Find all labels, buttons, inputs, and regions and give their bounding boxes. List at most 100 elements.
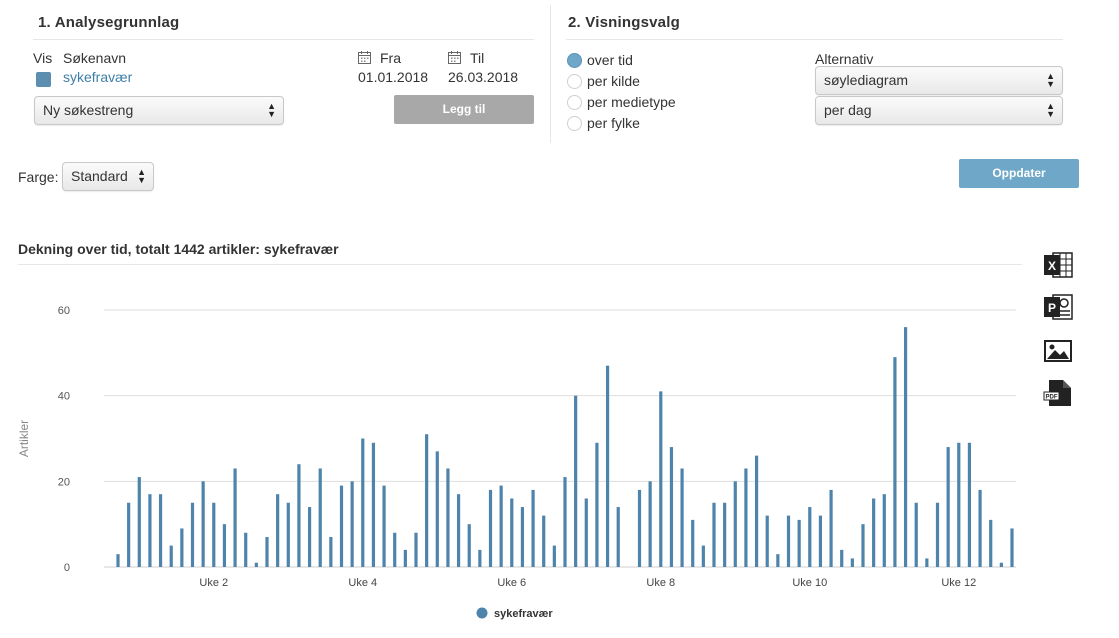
bar [425,434,429,567]
bar [903,327,908,567]
x-tick-label: Uke 4 [348,577,377,589]
radio-indicator[interactable] [567,115,582,131]
color-select[interactable]: Standard ▲ ▼ [62,162,154,191]
vis-column-label: Vis [33,50,53,66]
section1-divider [33,39,534,40]
bar [754,455,759,567]
x-tick-label: Uke 6 [497,577,526,589]
bar [531,489,535,567]
radio-per-medietype[interactable]: per medietype [567,93,676,111]
y-tick-label: 20 [58,476,70,488]
svg-text:P: P [1048,301,1056,315]
bar [382,485,386,567]
radio-per-kilde[interactable]: per kilde [567,72,640,90]
select-arrows-icon: ▲ ▼ [137,167,146,185]
bar [680,468,684,567]
bar [829,489,833,567]
date-from-value[interactable]: 01.01.2018 [358,69,429,85]
bar [542,515,546,567]
bar [510,498,514,567]
bar [307,507,312,567]
bar [691,519,695,567]
radio-indicator[interactable] [567,94,582,110]
bar [584,498,588,567]
bar [488,489,493,567]
chart-type-select[interactable]: søylediagram ▲ ▼ [815,66,1063,95]
series-visibility-toggle[interactable] [36,72,51,87]
new-search-select[interactable]: Ny søkestreng ▲ ▼ [34,96,284,125]
excel-icon[interactable]: X [1043,251,1073,279]
powerpoint-icon[interactable]: P [1043,293,1073,321]
calendar-icon [448,51,461,64]
bar [723,502,727,567]
bar [456,494,461,567]
bar [478,549,482,567]
bar [595,442,599,567]
bar [180,528,184,567]
bar [978,489,982,567]
bar [669,447,674,567]
bar [212,502,216,567]
bar [872,498,876,567]
coverage-bar-chart: 0 20 40 60 Artikler Uke 2 Uke 4 Uke 6 Uke 8 Uke 1… [17,305,1016,620]
bar [733,481,737,567]
bar [808,507,812,567]
alternativ-label: Alternativ [815,51,874,67]
bar [318,468,322,567]
legend-marker [476,607,488,619]
bar [765,515,769,567]
add-button[interactable]: Legg til [394,95,534,124]
bar [201,481,205,567]
section2-divider [566,39,1063,40]
bar [297,464,301,567]
bar [605,365,610,567]
x-tick-label: Uke 2 [199,577,228,589]
bar [946,447,950,567]
y-axis-label: Artikler [17,420,31,457]
bar [148,494,152,567]
bar [339,485,344,567]
bar [712,502,716,567]
bar [925,558,929,567]
bar [850,558,854,567]
bar [127,502,131,567]
bar [914,502,918,567]
bar [499,485,503,567]
radio-label: per fylke [587,115,640,131]
bar [893,357,897,567]
fra-label: Fra [380,50,401,66]
bar [414,532,418,567]
bar [222,524,227,567]
bar [648,481,652,567]
pdf-icon[interactable]: PDF [1043,379,1073,407]
radio-over-tid[interactable]: over tid [567,51,633,69]
bar [659,391,663,567]
update-button[interactable]: Oppdater [959,159,1079,188]
bar [574,395,578,567]
x-tick-label: Uke 8 [646,577,675,589]
chart-heading-divider [18,264,1022,265]
period-select[interactable]: per dag ▲ ▼ [815,96,1063,125]
image-icon[interactable] [1043,337,1073,365]
bar [967,442,972,567]
bar [797,519,801,567]
radio-indicator[interactable] [567,52,582,68]
search-name-link[interactable]: sykefravær [63,69,133,85]
calendar-icon [358,51,371,64]
section-separator [550,5,551,143]
radio-indicator[interactable] [567,73,582,89]
bar [286,502,290,567]
section1-title: 1. Analysegrunnlag [38,14,180,31]
y-tick-label: 0 [64,562,70,574]
bar [861,524,865,567]
color-select-value: Standard [71,168,128,184]
radio-label: per kilde [587,73,640,89]
y-tick-label: 40 [58,391,70,403]
date-to-value[interactable]: 26.03.2018 [448,69,519,85]
radio-per-fylke[interactable]: per fylke [567,114,640,132]
bar [989,519,993,567]
x-tick-label: Uke 10 [792,577,827,589]
bar [190,502,195,567]
period-select-value: per dag [824,102,872,118]
sokenavn-column-label: Søkenavn [63,50,127,66]
